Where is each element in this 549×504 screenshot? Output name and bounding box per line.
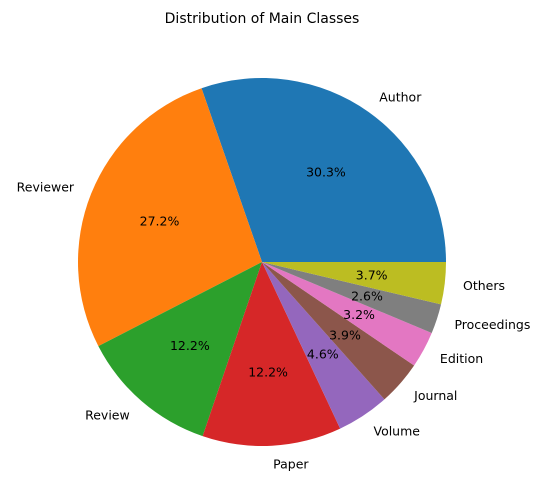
pie-slice-review: [98, 262, 262, 437]
pie-slice-journal: [262, 262, 415, 400]
pie-percent-label-others: 3.7%: [356, 267, 388, 282]
pie-category-label-review: Review: [85, 408, 130, 423]
pie-percent-label-paper: 12.2%: [248, 365, 288, 380]
pie-category-label-edition: Edition: [440, 351, 483, 366]
pie-slice-others: [262, 262, 446, 305]
pie-category-labels: Author Reviewer Review Paper Volume Journal Ed…: [17, 90, 531, 472]
pie-category-label-paper: Paper: [273, 457, 309, 472]
pie-slices: [77, 77, 446, 446]
pie-category-label-author: Author: [379, 90, 422, 105]
pie-slice-volume: [262, 262, 385, 429]
pie-percent-label-review: 12.2%: [170, 338, 210, 353]
pie-percent-label-author: 30.3%: [306, 165, 346, 180]
pie-category-label-proceedings: Proceedings: [454, 317, 530, 332]
pie-slice-edition: [262, 262, 432, 366]
pie-category-label-reviewer: Reviewer: [17, 179, 75, 194]
pie-slice-reviewer: [77, 88, 262, 347]
pie-slice-paper: [202, 262, 341, 446]
pie-percent-labels: 30.3% 27.2% 12.2% 12.2% 4.6% 3.9% 3.2% 2.6% 3.7%: [140, 165, 388, 380]
pie-percent-label-journal: 3.9%: [329, 327, 361, 342]
pie-slice-proceedings: [262, 262, 442, 334]
pie-category-label-volume: Volume: [373, 423, 420, 438]
pie-category-label-journal: Journal: [413, 388, 457, 403]
pie-percent-label-reviewer: 27.2%: [140, 214, 180, 229]
pie-slice-author: [201, 77, 446, 263]
pie-percent-label-proceedings: 2.6%: [351, 289, 383, 304]
chart-title: Distribution of Main Classes: [165, 11, 360, 27]
pie-category-label-others: Others: [463, 278, 505, 293]
pie-percent-label-edition: 3.2%: [343, 307, 375, 322]
pie-percent-label-volume: 4.6%: [307, 347, 339, 362]
